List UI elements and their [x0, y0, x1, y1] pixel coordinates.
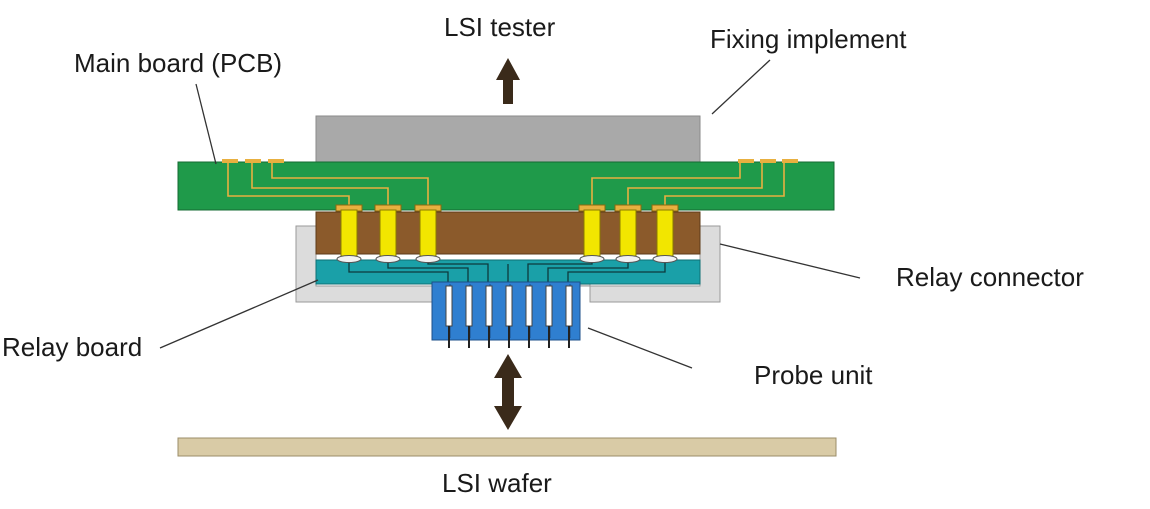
leader-main-board — [195, 83, 217, 165]
label-fixing-implement: Fixing implement — [710, 24, 907, 54]
relay-connector-body — [315, 211, 701, 255]
pogo-pin — [335, 204, 363, 263]
label-lsi-wafer: LSI wafer — [442, 468, 552, 498]
label-lsi-tester: LSI tester — [444, 12, 556, 42]
pogo-pin — [414, 204, 442, 263]
leader-relay-connector — [719, 243, 861, 279]
label-probe-unit: Probe unit — [754, 360, 873, 390]
probe-needles — [445, 284, 573, 348]
leader-lines — [159, 59, 861, 369]
pogo-pin — [374, 204, 402, 263]
leader-fixing-implement — [711, 59, 771, 115]
leader-probe-unit — [587, 327, 693, 369]
pcb-traces — [227, 163, 785, 206]
label-relay-board: Relay board — [2, 332, 143, 362]
pogo-pin — [578, 204, 606, 263]
label-relay-connector: Relay connector — [896, 262, 1084, 292]
pogo-pins — [335, 204, 679, 263]
leader-relay-board — [159, 279, 319, 349]
pcb-pads — [222, 159, 798, 163]
lsi-wafer — [177, 437, 837, 457]
label-main-board: Main board (PCB) — [74, 48, 283, 78]
arrow-up-icon — [496, 58, 520, 104]
double-arrow-icon — [494, 354, 522, 430]
pogo-pin — [651, 204, 679, 263]
fixing-implement — [315, 115, 701, 165]
main-board — [177, 161, 835, 211]
pogo-pin — [614, 204, 642, 263]
